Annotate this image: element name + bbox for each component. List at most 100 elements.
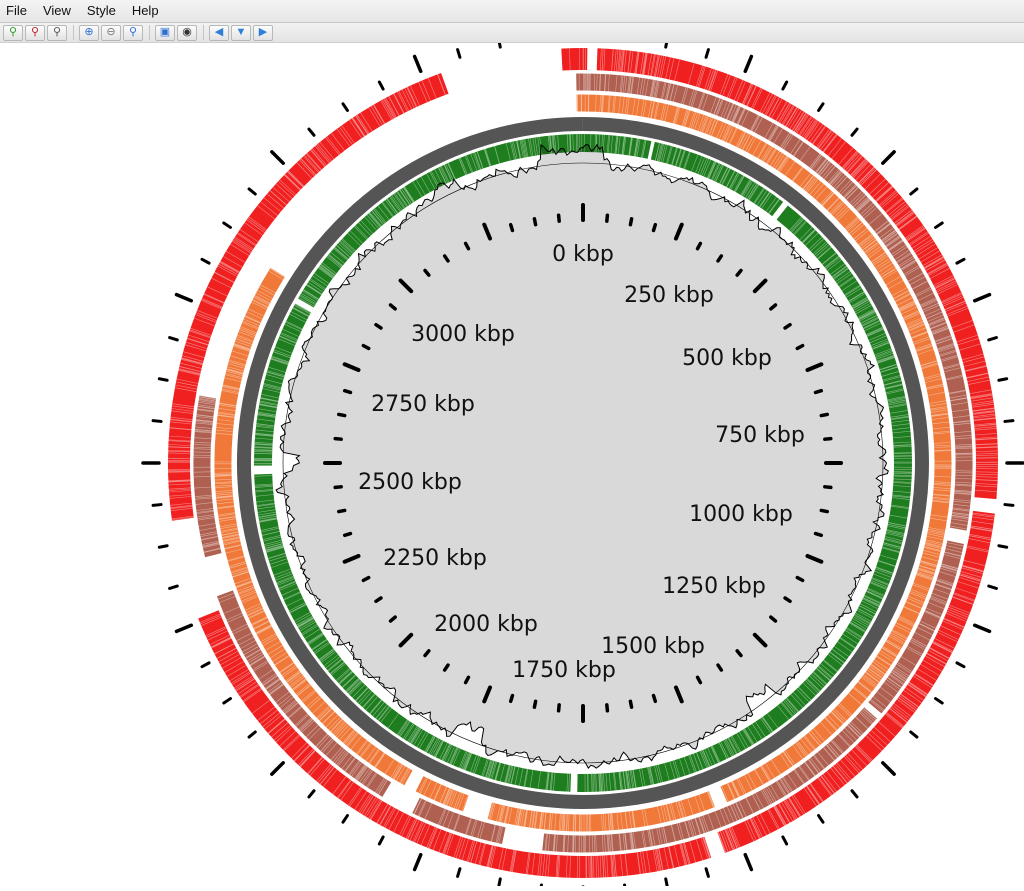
zoom-in-button[interactable]: ⊕ <box>79 25 99 41</box>
eye-icon: ◉ <box>182 27 192 38</box>
menu-file[interactable]: File <box>0 0 35 22</box>
outer-tick <box>957 259 964 263</box>
move-down-button[interactable]: ▼ <box>231 25 251 41</box>
inner-tick <box>339 510 345 511</box>
inner-tick <box>654 696 656 702</box>
menu-style[interactable]: Style <box>79 0 124 22</box>
magnifier-plus-green-icon: ⚲ <box>9 27 17 38</box>
outer-tick <box>975 625 990 631</box>
zoom-reset-button[interactable]: ⚲ <box>123 25 143 41</box>
outer-tick <box>458 50 460 58</box>
show-hide-button[interactable]: ◉ <box>177 25 197 41</box>
outer-tick <box>499 879 501 886</box>
inner-tick <box>797 346 802 349</box>
zoom-in-icon: ⊕ <box>84 27 93 38</box>
inner-tick <box>821 510 827 511</box>
outer-tick <box>343 816 347 823</box>
outer-tick <box>1005 421 1013 422</box>
outer-tick <box>170 338 178 340</box>
outer-tick <box>975 295 990 301</box>
fit-window-icon: ▣ <box>160 27 170 38</box>
menu-help[interactable]: Help <box>124 0 167 22</box>
outer-tick <box>159 546 167 548</box>
inner-tick <box>345 534 351 536</box>
zoom-out-region-button[interactable]: ⚲ <box>25 25 45 41</box>
inner-tick <box>559 705 560 711</box>
outer-tick <box>819 816 823 823</box>
outer-tick <box>706 50 708 58</box>
inner-tick <box>825 439 831 440</box>
magnifier-icon: ⚲ <box>53 27 61 38</box>
outer-tick <box>458 869 460 877</box>
tick-label: 1250 kbp <box>662 574 766 599</box>
tick-label: 0 kbp <box>552 242 614 267</box>
toolbar: ⚲ ⚲ ⚲ ⊕ ⊖ ⚲ ▣ ◉ ◀ ▼ ▶ <box>0 23 1024 43</box>
tick-label: 3000 kbp <box>411 322 515 347</box>
outer-tick <box>176 295 191 301</box>
zoom-reset-icon: ⚲ <box>129 27 137 38</box>
zoom-region-button[interactable]: ⚲ <box>47 25 67 41</box>
outer-tick <box>224 223 231 227</box>
outer-tick <box>153 421 161 422</box>
outer-tick <box>852 129 857 135</box>
outer-tick <box>159 379 167 381</box>
outer-tick <box>1005 505 1013 506</box>
tick-label: 2000 kbp <box>434 612 538 637</box>
inner-tick <box>534 701 535 707</box>
outer-tick <box>706 869 708 877</box>
ring-segment <box>562 59 583 60</box>
outer-tick <box>999 379 1007 381</box>
outer-tick <box>883 152 894 163</box>
inner-tick <box>466 677 469 682</box>
inner-tick <box>511 225 513 231</box>
inner-tick <box>559 215 560 221</box>
outer-tick <box>202 663 209 667</box>
inner-tick <box>607 215 608 221</box>
outer-tick <box>309 129 314 135</box>
magnifier-minus-red-icon: ⚲ <box>31 27 39 38</box>
rotate-left-button[interactable]: ◀ <box>209 25 229 41</box>
tick-label: 1500 kbp <box>601 634 705 659</box>
outer-tick <box>745 855 751 870</box>
tick-label: 1000 kbp <box>689 502 793 527</box>
outer-tick <box>343 104 347 111</box>
outer-tick <box>499 43 501 47</box>
outer-tick <box>415 56 421 71</box>
outer-tick <box>957 663 964 667</box>
tick-label: 1750 kbp <box>512 658 616 683</box>
outer-tick <box>153 505 161 506</box>
zoom-out-button[interactable]: ⊖ <box>101 25 121 41</box>
inner-tick <box>511 696 513 702</box>
outer-tick <box>666 43 668 47</box>
inner-tick <box>797 578 802 581</box>
toolbar-separator <box>149 25 150 40</box>
outer-tick <box>202 259 209 263</box>
inner-tick <box>335 487 341 488</box>
outer-tick <box>936 699 943 703</box>
tick-label: 250 kbp <box>624 283 714 308</box>
zoom-in-region-button[interactable]: ⚲ <box>3 25 23 41</box>
inner-tick <box>335 439 341 440</box>
inner-tick <box>607 705 608 711</box>
inner-tick <box>816 391 822 393</box>
tick-label: 2750 kbp <box>371 392 475 417</box>
outer-tick <box>272 152 283 163</box>
outer-tick <box>415 855 421 870</box>
menu-view[interactable]: View <box>35 0 79 22</box>
menu-bar: File View Style Help <box>0 0 1024 23</box>
outer-tick <box>989 338 997 340</box>
outer-tick <box>249 189 255 194</box>
outer-tick <box>883 763 894 774</box>
tick-label: 2500 kbp <box>358 470 462 495</box>
outer-tick <box>379 82 383 89</box>
rotate-right-button[interactable]: ▶ <box>253 25 273 41</box>
outer-tick <box>224 699 231 703</box>
inner-tick <box>339 414 345 415</box>
outer-tick <box>999 546 1007 548</box>
outer-tick <box>852 791 857 797</box>
outer-tick <box>819 104 823 111</box>
fit-to-window-button[interactable]: ▣ <box>155 25 175 41</box>
inner-tick <box>363 346 368 349</box>
